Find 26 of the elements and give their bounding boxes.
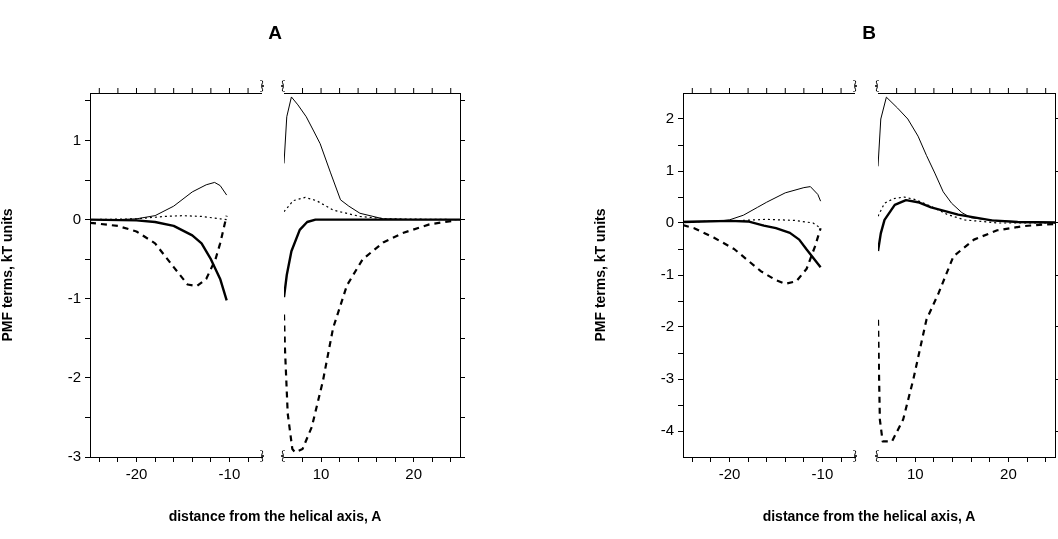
x-axis-title: distance from the helical axis, A bbox=[762, 508, 976, 524]
x-tick-label: -20 bbox=[718, 465, 741, 483]
y-tick-label: -3 bbox=[660, 369, 674, 387]
y-tick-label: -2 bbox=[660, 317, 674, 335]
x-tick-label: 20 bbox=[405, 465, 423, 483]
y-tick-label: -1 bbox=[660, 265, 674, 283]
y-tick-label: 2 bbox=[665, 109, 674, 127]
x-tick-label: -20 bbox=[125, 465, 148, 483]
x-tick-label: 20 bbox=[1000, 465, 1017, 483]
x-axis-title: distance from the helical axis, A bbox=[168, 508, 382, 524]
y-tick-label: 0 bbox=[665, 213, 674, 231]
y-tick-label: -3 bbox=[67, 447, 81, 465]
y-tick-label: 1 bbox=[665, 161, 674, 179]
y-axis-title: PMF terms, kT units bbox=[592, 208, 609, 342]
x-tick-label: 10 bbox=[312, 465, 330, 483]
y-axis-title: PMF terms, kT units bbox=[0, 208, 16, 342]
y-tick-label: -1 bbox=[67, 288, 81, 306]
y-tick-label: -4 bbox=[660, 421, 674, 439]
y-tick-label: 1 bbox=[72, 130, 81, 148]
y-tick-label: -2 bbox=[67, 368, 81, 386]
x-tick-label: -10 bbox=[811, 465, 834, 483]
x-tick-label: -10 bbox=[218, 465, 241, 483]
y-tick-label: 0 bbox=[72, 209, 81, 227]
chart-title: B bbox=[862, 22, 876, 44]
x-tick-label: 10 bbox=[906, 465, 924, 483]
chart-title: A bbox=[268, 22, 282, 44]
